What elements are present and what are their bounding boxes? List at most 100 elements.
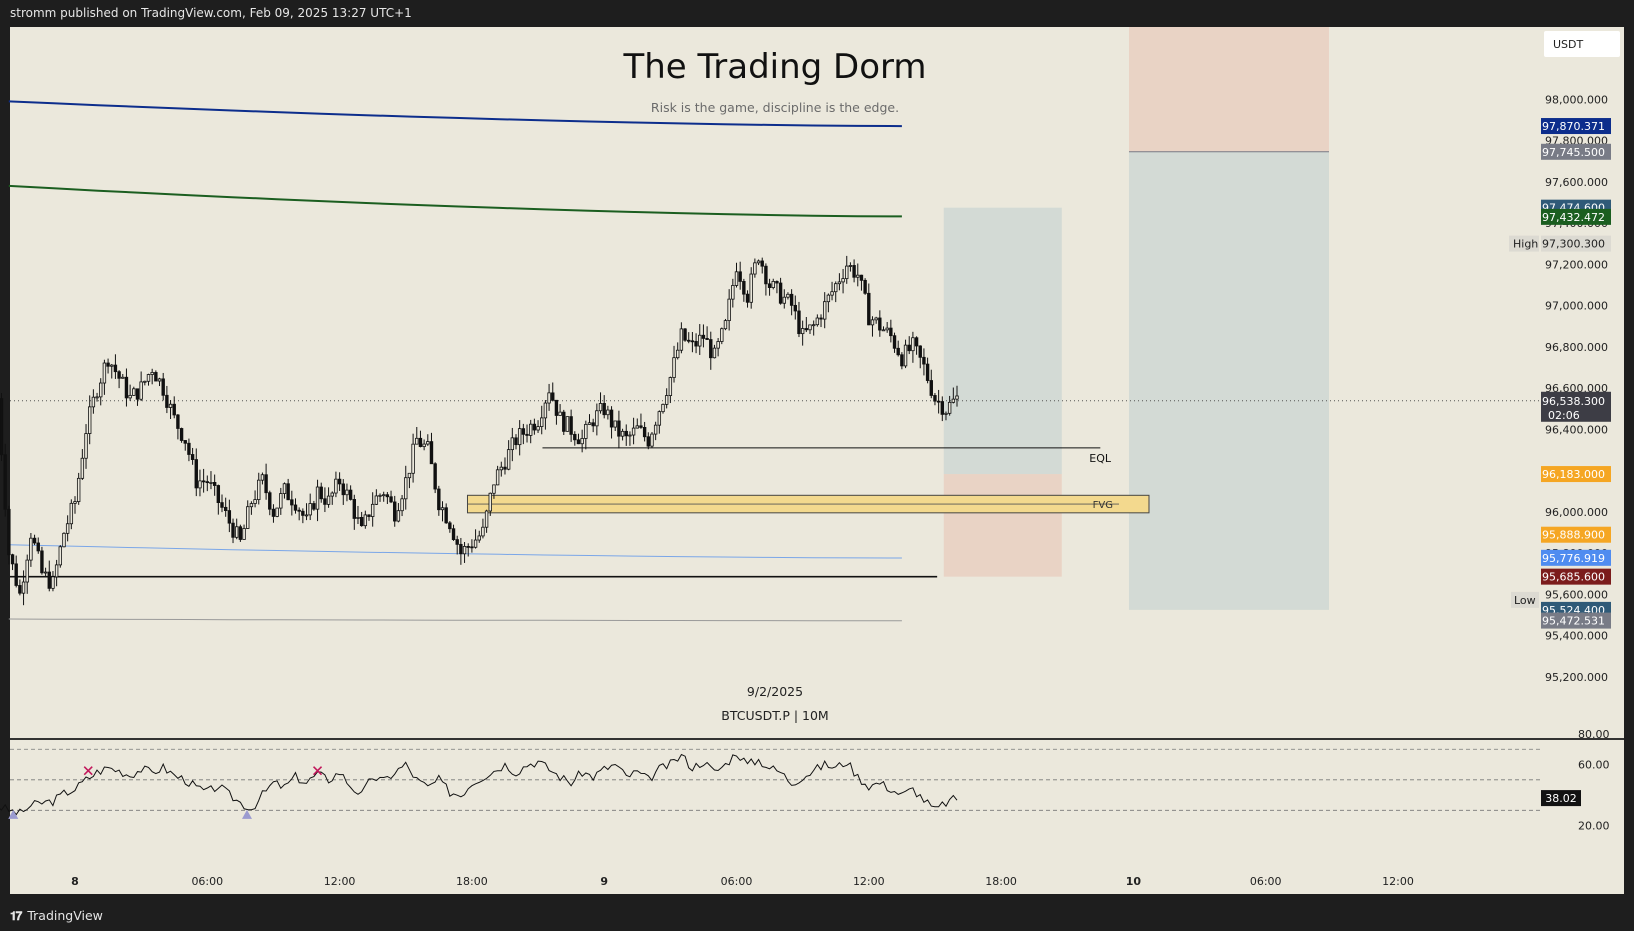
low-tag[interactable] bbox=[1511, 591, 1539, 608]
candle-body bbox=[727, 298, 731, 322]
moving-average-line-2[interactable] bbox=[8, 184, 902, 218]
candle-body bbox=[73, 501, 77, 504]
price-badge[interactable] bbox=[1541, 526, 1611, 543]
candle-body bbox=[249, 503, 254, 508]
candle-body bbox=[679, 328, 684, 351]
low-tag-text: Low bbox=[1514, 594, 1536, 607]
long-stop-zone[interactable] bbox=[943, 474, 1062, 577]
candle-body bbox=[337, 478, 342, 485]
candle-body bbox=[308, 503, 312, 516]
high-value-tag[interactable] bbox=[1541, 235, 1611, 252]
candle-body bbox=[268, 492, 272, 510]
candle-body bbox=[823, 301, 827, 320]
candle-body bbox=[135, 388, 140, 400]
main-pane[interactable] bbox=[10, 27, 1624, 738]
candle-body bbox=[297, 509, 301, 512]
candle-body bbox=[80, 457, 85, 479]
price-badge-text: 97,745.500 bbox=[1542, 146, 1605, 159]
candle-body bbox=[257, 479, 261, 500]
candle-body bbox=[540, 417, 544, 427]
last-price-text: 96,538.300 bbox=[1542, 395, 1605, 408]
moving-average-line-4[interactable] bbox=[8, 618, 902, 622]
candle-body bbox=[88, 406, 92, 434]
candle-body bbox=[279, 493, 283, 509]
rsi-value-badge[interactable] bbox=[1541, 790, 1581, 807]
candle-body bbox=[628, 434, 632, 437]
candle-body bbox=[819, 317, 823, 320]
short-stop-zone[interactable] bbox=[1128, 27, 1329, 152]
candle-body bbox=[764, 265, 768, 285]
candle-body bbox=[429, 441, 434, 465]
countdown-text: 02:06 bbox=[1548, 409, 1580, 422]
candle-body bbox=[132, 388, 136, 396]
candle-body bbox=[415, 437, 419, 445]
candle-body bbox=[554, 399, 559, 416]
candle-body bbox=[47, 571, 51, 589]
candle-body bbox=[326, 495, 331, 505]
eql-label[interactable]: EQL bbox=[1089, 452, 1112, 465]
candle-body bbox=[749, 273, 753, 303]
candle-body bbox=[161, 378, 165, 396]
candle-body bbox=[312, 503, 316, 510]
short-target-zone[interactable] bbox=[1128, 151, 1329, 610]
candle-body bbox=[856, 274, 860, 278]
candle-body bbox=[859, 274, 864, 281]
y-tick-label: 96,000.000 bbox=[1545, 506, 1608, 519]
candle-body bbox=[664, 395, 669, 405]
fvg-label[interactable]: FVG bbox=[1093, 500, 1113, 511]
candle-body bbox=[260, 474, 265, 481]
candle-body bbox=[672, 357, 676, 378]
candle-body bbox=[113, 364, 118, 373]
candle-body bbox=[914, 337, 919, 347]
candle-body bbox=[834, 283, 838, 293]
currency-box[interactable] bbox=[1544, 31, 1620, 57]
price-badge[interactable] bbox=[1541, 466, 1611, 483]
candle-body bbox=[385, 494, 390, 498]
x-tick-label: 9 bbox=[600, 875, 608, 888]
rsi-line[interactable] bbox=[0, 753, 958, 816]
candle-body bbox=[139, 381, 143, 400]
price-badge[interactable] bbox=[1541, 612, 1611, 629]
candle-body bbox=[157, 378, 162, 382]
moving-average-line-1[interactable] bbox=[8, 100, 902, 128]
x-tick-label: 12:00 bbox=[853, 875, 885, 888]
candle-body bbox=[65, 523, 70, 534]
candle-body bbox=[69, 502, 74, 525]
price-badge[interactable] bbox=[1541, 549, 1611, 566]
currency-label[interactable]: USDT bbox=[1553, 38, 1584, 51]
candle-body bbox=[815, 317, 820, 326]
price-badge[interactable] bbox=[1541, 568, 1611, 585]
candle-body bbox=[576, 439, 581, 445]
candle-body bbox=[315, 486, 320, 510]
tradingview-logo-icon: 𝟏𝟕 bbox=[10, 909, 22, 923]
candle-body bbox=[584, 423, 588, 439]
long-target-zone[interactable] bbox=[943, 207, 1062, 475]
price-badge[interactable] bbox=[1541, 143, 1611, 160]
high-value-text: 97,300.300 bbox=[1542, 238, 1605, 251]
candle-body bbox=[117, 371, 121, 379]
y-tick-label: 98,000.000 bbox=[1545, 93, 1608, 106]
price-badge[interactable] bbox=[1541, 118, 1611, 135]
last-price-badge[interactable] bbox=[1541, 391, 1611, 422]
high-tag[interactable] bbox=[1509, 235, 1539, 252]
rsi-sell-marker-icon bbox=[312, 766, 323, 776]
candle-body bbox=[756, 260, 761, 264]
high-tag-text: High bbox=[1513, 238, 1538, 251]
candle-body bbox=[631, 427, 636, 436]
candle-body bbox=[925, 363, 930, 381]
candle-body bbox=[459, 543, 463, 555]
candle-body bbox=[510, 437, 515, 451]
candle-body bbox=[411, 443, 415, 474]
candle-body bbox=[205, 481, 209, 484]
price-badge[interactable] bbox=[1541, 208, 1611, 225]
rsi-tick-label: 80.00 bbox=[1578, 728, 1610, 741]
x-tick-label: 18:00 bbox=[456, 875, 488, 888]
moving-average-line-3[interactable] bbox=[8, 544, 902, 559]
candle-body bbox=[32, 537, 37, 544]
candle-body bbox=[231, 522, 235, 538]
candle-body bbox=[209, 482, 213, 484]
candle-body bbox=[124, 376, 129, 399]
rsi-pane[interactable] bbox=[10, 740, 1624, 894]
candle-body bbox=[933, 395, 937, 402]
